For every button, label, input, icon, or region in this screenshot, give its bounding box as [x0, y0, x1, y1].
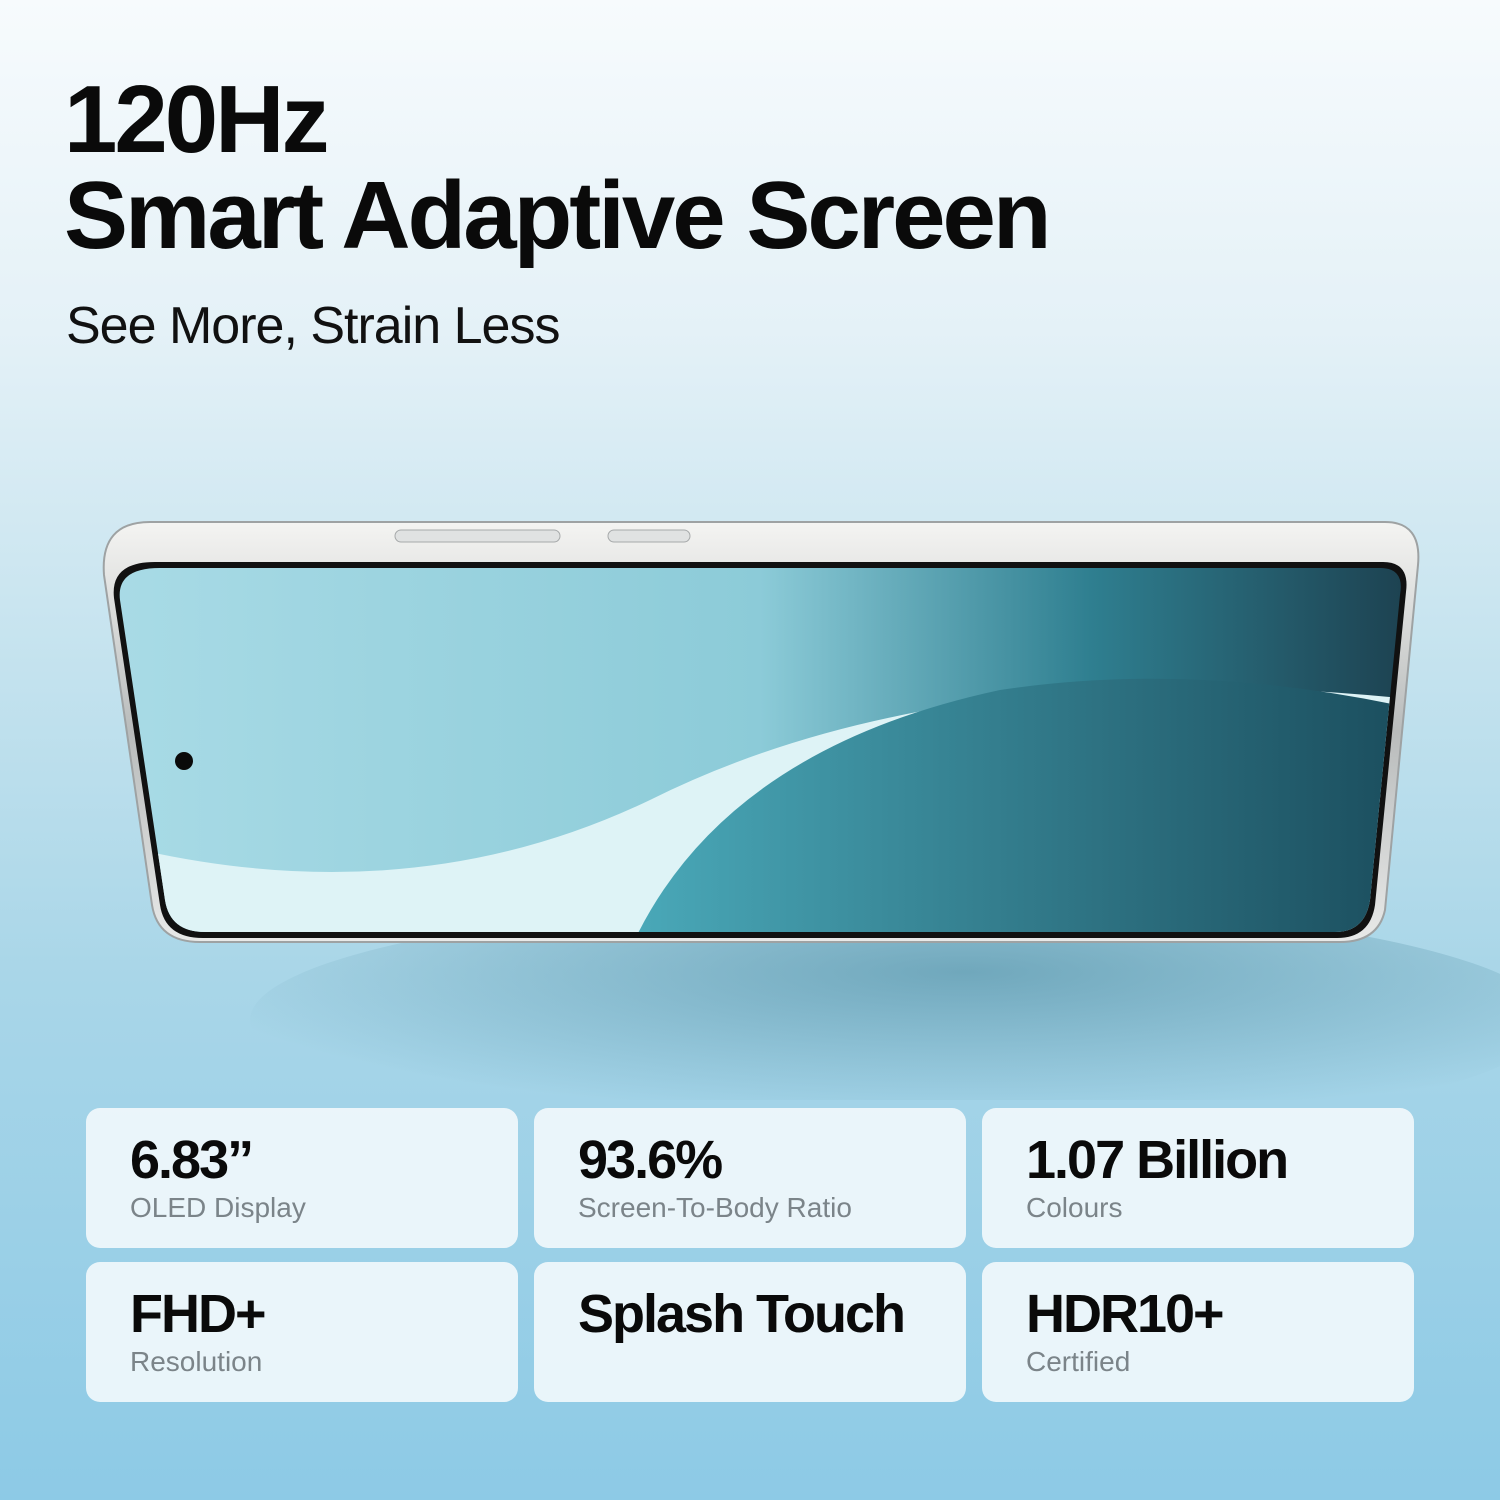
spec-label: Screen-To-Body Ratio [578, 1192, 852, 1223]
spec-value: HDR10+ [1026, 1284, 1225, 1344]
spec-value: 6.83” [130, 1130, 254, 1190]
spec-card-splash-touch: Splash Touch [534, 1262, 966, 1402]
spec-value: Splash Touch [578, 1284, 906, 1344]
front-camera [175, 752, 193, 770]
spec-card-colours: 1.07 Billion Colours [982, 1108, 1414, 1248]
subtitle: See More, Strain Less [66, 297, 560, 355]
spec-value: 1.07 Billion [1026, 1130, 1289, 1190]
spec-card-ratio: 93.6% Screen-To-Body Ratio [534, 1108, 966, 1248]
phone-image [102, 521, 1500, 1100]
spec-value: FHD+ [130, 1284, 267, 1344]
volume-button [394, 529, 561, 543]
spec-card-size: 6.83” OLED Display [86, 1108, 518, 1248]
headline-refresh-rate: 120Hz [64, 66, 329, 173]
headline-title: Smart Adaptive Screen [64, 162, 1052, 269]
spec-label: OLED Display [130, 1192, 306, 1223]
spec-value: 93.6% [578, 1130, 723, 1190]
spec-card-resolution: FHD+ Resolution [86, 1262, 518, 1402]
power-button [607, 529, 691, 543]
spec-label: Colours [1026, 1192, 1123, 1223]
spec-label: Certified [1026, 1346, 1131, 1377]
spec-label: Resolution [130, 1346, 263, 1377]
spec-card-hdr: HDR10+ Certified [982, 1262, 1414, 1402]
